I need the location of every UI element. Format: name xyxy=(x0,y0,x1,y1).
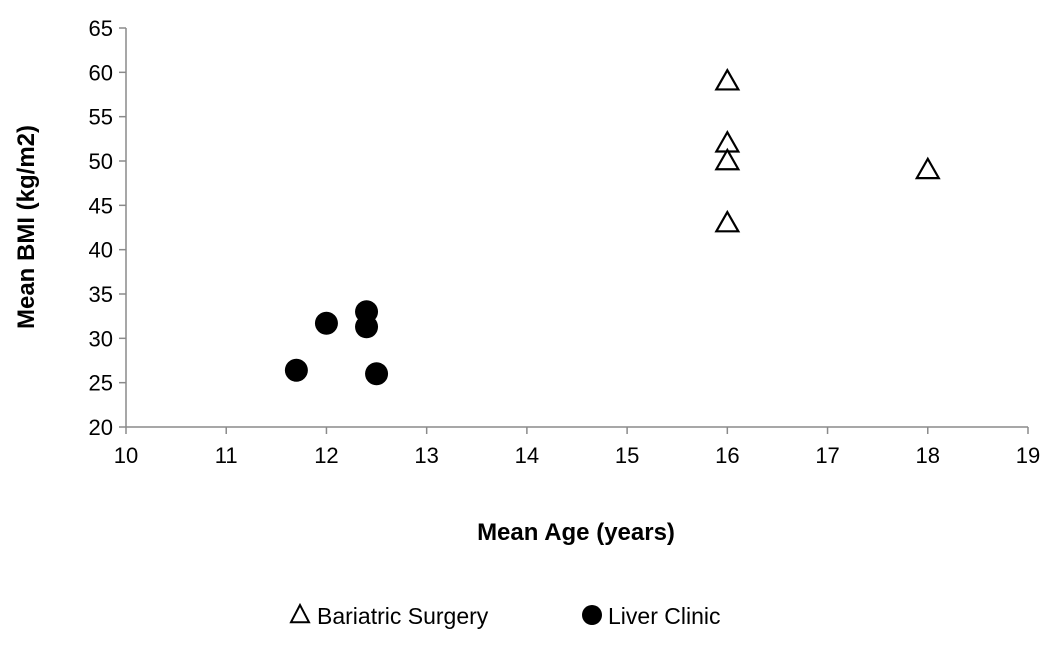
y-tick-label: 55 xyxy=(89,105,113,130)
y-tick-label: 60 xyxy=(89,60,113,85)
x-axis-title: Mean Age (years) xyxy=(477,519,675,546)
x-tick-label: 10 xyxy=(114,443,138,468)
x-tick-label: 19 xyxy=(1016,443,1040,468)
bariatric-surgery-point xyxy=(714,209,741,233)
x-tick-label: 12 xyxy=(314,443,338,468)
bariatric-surgery-point xyxy=(714,67,741,91)
y-axis-title: Mean BMI (kg/m2) xyxy=(13,125,40,329)
x-tick-label: 13 xyxy=(414,443,438,468)
legend-triangle-icon xyxy=(289,602,311,624)
y-tick-label: 30 xyxy=(89,326,113,351)
x-tick-label: 16 xyxy=(715,443,739,468)
y-tick-label: 25 xyxy=(89,371,113,396)
liver-clinic-point xyxy=(365,362,389,386)
x-tick-label: 18 xyxy=(916,443,940,468)
x-tick-label: 15 xyxy=(615,443,639,468)
axis-ticks: 10 11 12 13 14 15 16 17 18 19 20 25 30 35 40 45 50 55 60 65 xyxy=(89,16,1041,468)
legend-circle-icon xyxy=(582,605,602,625)
bariatric-surgery-point xyxy=(714,147,741,171)
legend: Bariatric Surgery Liver Clinic xyxy=(289,602,720,629)
legend-item: Bariatric Surgery xyxy=(289,602,489,629)
legend-label: Liver Clinic xyxy=(608,603,720,629)
y-tick-label: 65 xyxy=(89,16,113,41)
series-group xyxy=(284,300,389,386)
liver-clinic-point xyxy=(284,358,308,382)
legend-label: Bariatric Surgery xyxy=(317,603,489,629)
liver-clinic-point xyxy=(355,315,379,339)
data-points xyxy=(284,67,941,386)
axes xyxy=(125,28,1028,428)
bariatric-surgery-point xyxy=(914,156,941,180)
y-tick-label: 20 xyxy=(89,415,113,440)
series-group xyxy=(714,67,941,233)
y-tick-label: 45 xyxy=(89,193,113,218)
legend-item: Liver Clinic xyxy=(582,603,720,629)
y-tick-label: 50 xyxy=(89,149,113,174)
y-tick-label: 35 xyxy=(89,282,113,307)
liver-clinic-point xyxy=(314,311,338,335)
x-tick-label: 11 xyxy=(215,443,238,468)
x-tick-label: 14 xyxy=(515,443,539,468)
y-tick-label: 40 xyxy=(89,238,113,263)
x-tick-label: 17 xyxy=(815,443,839,468)
